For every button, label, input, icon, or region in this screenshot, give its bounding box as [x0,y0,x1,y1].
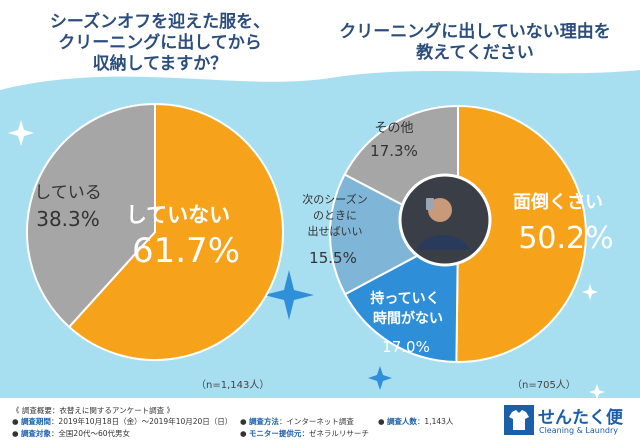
survey-provider: ● モニター提供元：ゼネラルリサーチ [240,429,369,438]
survey-method-key: 調査方法 [248,417,279,426]
left-pie-chart [26,102,284,361]
survey-count-key: 調査人数 [386,417,417,426]
person-photo [398,173,492,267]
right-value-mendou: 50.2% [518,221,613,256]
right-title-line-1: クリーニングに出していない理由を [339,22,611,42]
brand-name: せんたく便 [538,408,623,428]
right-value-sonota: 17.3% [370,142,418,160]
left-label-shiteiru: している [34,183,102,203]
right-label-jikan-1: 持っていく [370,290,439,307]
right-label-tsugi-2: のときに [313,209,357,222]
pie-slice-mendou [455,104,587,363]
right-value-tsugi: 15.5% [309,249,357,267]
left-label-shiteinai: していない [126,203,230,227]
survey-period-value: ：2019年10月18日（金）〜2019年10月20日（日） [50,417,233,426]
right-sample-size: （n=705人） [512,380,576,391]
shirt-icon [504,405,534,435]
survey-provider-key: モニター提供元 [248,429,302,438]
right-value-jikan: 17.0% [382,338,430,356]
right-label-jikan-2: 時間がない [373,310,443,327]
left-title-line-3: 収納してますか？ [92,54,228,74]
survey-method: ● 調査方法：インターネット調査 [240,417,354,426]
right-chart-title: クリーニングに出していない理由を 教えてください [330,22,620,64]
pie-slice-shiteinai [67,102,284,361]
survey-period: ● 調査期間：2019年10月18日（金）〜2019年10月20日（日） [12,417,233,426]
right-title-line-2: 教えてください [416,43,534,63]
survey-count-value: ：1,143人 [416,417,454,426]
brand-sub: Cleaning & Laundry [539,426,618,435]
left-value-shiteinai: 61.7% [132,231,240,271]
survey-summary: 《 調査概要：衣替えに関するアンケート調査 》 [12,406,174,415]
left-title-line-2: クリーニングに出してから [58,33,262,53]
survey-method-value: ：インターネット調査 [278,417,354,426]
right-label-sonota: その他 [374,121,413,136]
pie-slice-tsugi-no-season [329,173,461,296]
left-value-shiteiru: 38.3% [36,207,100,231]
survey-count: ● 調査人数：1,143人 [378,417,454,426]
survey-period-key: 調査期間 [20,417,51,426]
right-label-mendou: 面倒くさい [513,192,603,213]
survey-target-key: 調査対象 [20,429,51,438]
survey-provider-value: ：ゼネラルリサーチ [301,429,369,438]
pie-slice-jikan-ga-nai [343,232,460,364]
brand-logo: せんたく便 Cleaning & Laundry [504,402,634,440]
pie-slice-shiteiru [26,102,156,329]
left-title-line-1: シーズンオフを迎えた服を、 [49,12,271,32]
right-label-tsugi-3: 出せばいい [308,224,363,238]
left-chart-title: シーズンオフを迎えた服を、 クリーニングに出してから 収納してますか？ [25,12,295,75]
left-sample-size: （n=1,143人） [196,380,270,391]
survey-target: ● 調査対象：全国20代〜60代男女 [12,429,131,438]
right-label-tsugi-1: 次のシーズン [302,192,367,206]
survey-target-value: ：全国20代〜60代男女 [50,429,131,438]
pie-charts: していない 61.7% している 38.3% 面倒くさい 50.2% その他 1… [26,102,613,364]
